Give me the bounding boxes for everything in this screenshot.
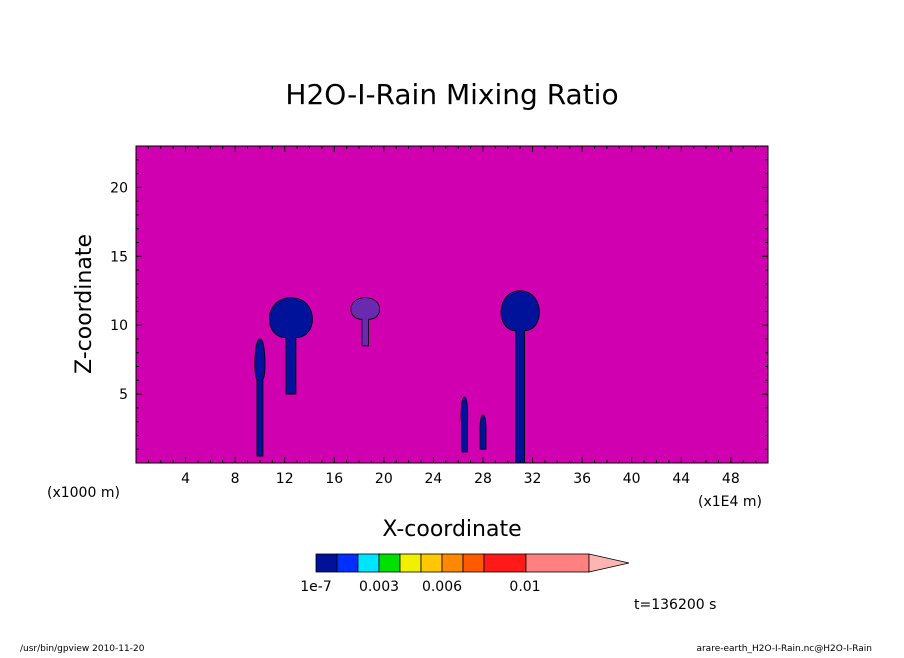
x-tick-label: 32 — [524, 471, 542, 487]
colorbar-label: 0.006 — [422, 579, 462, 595]
x-tick-label: 28 — [474, 471, 492, 487]
colorbar-swatch — [378, 553, 401, 573]
colorbar-swatch — [315, 553, 338, 573]
colorbar: 1e-7 0.003 0.006 0.01 — [300, 553, 630, 595]
contour-feature — [479, 414, 487, 450]
x-axis-ticks: 4 8 12 16 20 24 28 32 36 40 44 48 — [147, 146, 757, 487]
contour-feature — [500, 290, 540, 464]
colorbar-extend-arrow — [588, 553, 630, 573]
x-tick-label: 48 — [722, 471, 740, 487]
x-tick-label: 44 — [672, 471, 690, 487]
colorbar-swatch — [525, 553, 590, 573]
contour-feature — [460, 396, 469, 453]
colorbar-swatch — [357, 553, 380, 573]
chart-title: H2O-I-Rain Mixing Ratio — [285, 78, 618, 111]
colorbar-label: 0.003 — [359, 579, 399, 595]
x-tick-label: 20 — [375, 471, 393, 487]
contour-feature — [254, 338, 266, 457]
colorbar-swatch — [336, 553, 359, 573]
contour-features — [254, 290, 540, 464]
y-unit-label: (x1000 m) — [47, 485, 120, 501]
x-tick-label: 16 — [325, 471, 343, 487]
y-tick-label: 5 — [119, 387, 128, 403]
colorbar-swatch — [399, 553, 422, 573]
colorbar-swatch — [483, 553, 527, 573]
x-axis-label: X-coordinate — [382, 517, 521, 542]
x-tick-label: 8 — [231, 471, 240, 487]
x-tick-label: 40 — [623, 471, 641, 487]
annotation-time: t=136200 s — [634, 597, 716, 613]
x-tick-label: 4 — [181, 471, 190, 487]
colorbar-label: 0.01 — [509, 579, 540, 595]
x-tick-label: 12 — [276, 471, 294, 487]
colorbar-swatch — [441, 553, 464, 573]
plot-area — [135, 145, 769, 464]
y-tick-label: 15 — [110, 249, 128, 265]
y-axis-label: Z-coordinate — [72, 234, 97, 374]
contour-feature — [350, 297, 381, 347]
footer-left: /usr/bin/gpview 2010-11-20 — [20, 644, 145, 654]
colorbar-swatch — [420, 553, 443, 573]
x-tick-label: 24 — [424, 471, 442, 487]
y-tick-label: 20 — [110, 180, 128, 196]
x-unit-label: (x1E4 m) — [698, 494, 762, 510]
footer-right: arare-earth_H2O-I-Rain.nc@H2O-I-Rain — [696, 644, 872, 654]
contour-feature — [268, 297, 313, 395]
colorbar-label: 1e-7 — [300, 579, 331, 595]
colorbar-swatch — [462, 553, 485, 573]
x-tick-label: 36 — [573, 471, 591, 487]
y-tick-label: 10 — [110, 318, 128, 334]
y-axis-ticks: 5 10 15 20 — [110, 159, 768, 450]
